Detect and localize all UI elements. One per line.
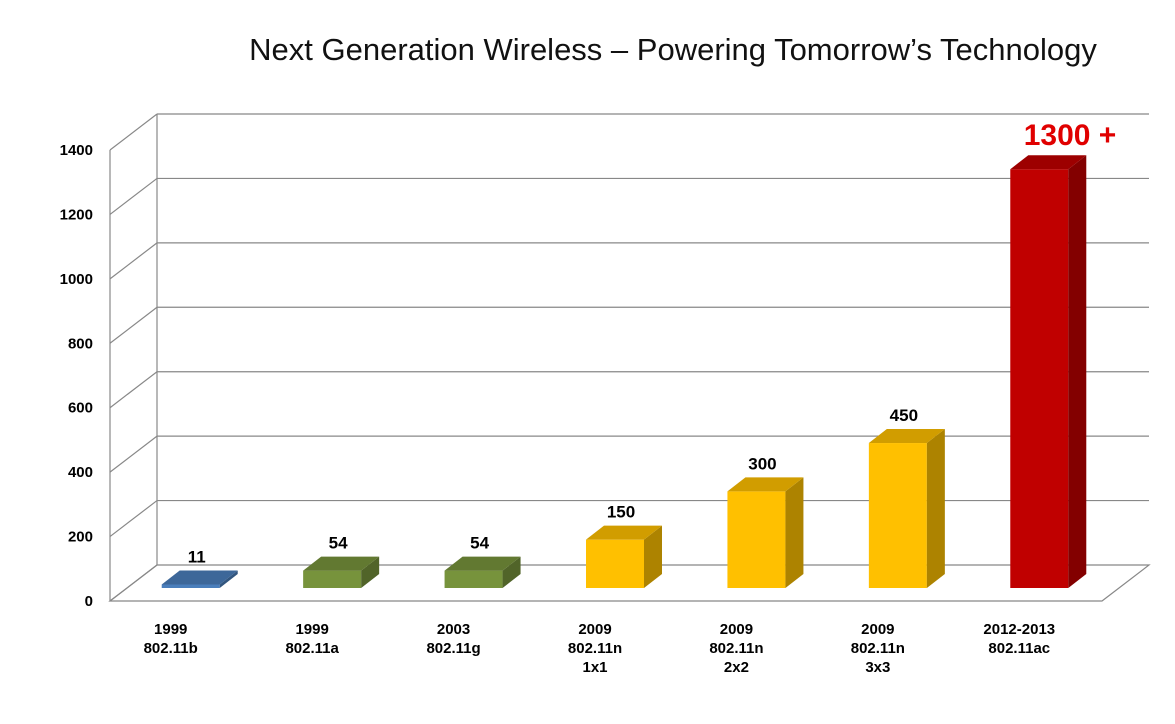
bars: 11 54 54 150 300 450: [161, 155, 1087, 588]
y-tick-label: 400: [68, 464, 93, 481]
data-label: 11: [188, 547, 206, 566]
bar-4: 300: [727, 454, 804, 588]
data-label: 150: [607, 503, 635, 522]
x-tick-label: 802.11n: [709, 640, 763, 657]
bar-6: [1010, 155, 1087, 588]
x-tick-label: 2003: [437, 621, 470, 638]
x-tick-label: 802.11b: [144, 640, 198, 657]
x-tick-label: 1999: [154, 621, 187, 638]
y-tick-label: 800: [68, 335, 93, 352]
bar-front: [444, 570, 503, 588]
bar-front: [1010, 169, 1069, 588]
data-label: 54: [329, 534, 348, 553]
y-tick-label: 600: [68, 400, 93, 417]
x-tick-label: 802.11g: [426, 640, 480, 657]
bar-top: [586, 525, 662, 540]
chart-floor: [108, 564, 1151, 602]
bar-1: 54: [303, 534, 380, 588]
gridline-diagonal: [109, 371, 158, 409]
bar-top: [1010, 155, 1087, 170]
y-tick-label: 200: [68, 529, 93, 546]
y-tick-label: 1200: [60, 206, 93, 223]
x-tick-label: 2009: [861, 621, 894, 638]
x-tick-label: 2009: [578, 621, 611, 638]
x-tick-label: 3x3: [865, 659, 890, 676]
y-tick-label: 1400: [60, 142, 93, 159]
bar-side: [361, 556, 380, 588]
bar-front: [868, 443, 927, 588]
bar-2: 54: [444, 534, 521, 588]
bar-side: [219, 570, 238, 588]
data-label: 300: [748, 454, 776, 473]
bar-front: [727, 491, 786, 588]
bar-front: [161, 584, 220, 588]
bar-side: [785, 477, 804, 588]
bar-top: [444, 556, 521, 571]
bar-5: 450: [868, 406, 945, 588]
chart-title: Next Generation Wireless – Powering Tomo…: [249, 32, 1097, 67]
bar-3: 150: [586, 503, 662, 588]
bar-top: [727, 477, 804, 492]
bar-side: [1068, 155, 1087, 588]
bar-annotation: 1300 +: [1024, 119, 1117, 152]
x-tick-label: 2x2: [724, 659, 749, 676]
x-tick-label: 802.11a: [285, 640, 339, 657]
x-tick-label: 802.11n: [568, 640, 622, 657]
y-axis-ticks: 0 200 400 600 800 1000 1200 1400: [60, 142, 93, 610]
x-tick-label: 2009: [720, 621, 753, 638]
data-label: 450: [890, 406, 918, 425]
y-tick-label: 1000: [60, 271, 93, 288]
x-axis-labels: 1999 802.11b 1999 802.11a 2003 802.11g 2009 802…: [144, 621, 1056, 676]
bar-0: 11: [161, 547, 238, 588]
bar-top: [868, 429, 945, 444]
x-tick-label: 802.11ac: [988, 640, 1050, 657]
gridline-diagonal: [109, 435, 158, 473]
bar-top: [161, 570, 238, 585]
x-tick-label: 1x1: [582, 659, 607, 676]
gridline-diagonal: [109, 113, 158, 151]
gridline-diagonal: [109, 177, 158, 215]
bar-side: [644, 525, 662, 588]
data-label: 54: [470, 534, 489, 553]
bar-front: [303, 570, 362, 588]
bar-top: [303, 556, 380, 571]
x-tick-label: 802.11n: [851, 640, 905, 657]
bar-front: [586, 539, 644, 588]
bar-side: [502, 556, 521, 588]
x-tick-label: 1999: [295, 621, 328, 638]
gridline-diagonal: [109, 242, 158, 280]
gridline-diagonal: [109, 306, 158, 344]
bar-side: [926, 429, 945, 588]
chart-walls: [108, 113, 1151, 602]
x-tick-label: 2012-2013: [983, 621, 1055, 638]
gridline-diagonal: [109, 500, 158, 538]
y-tick-label: 0: [85, 593, 93, 610]
